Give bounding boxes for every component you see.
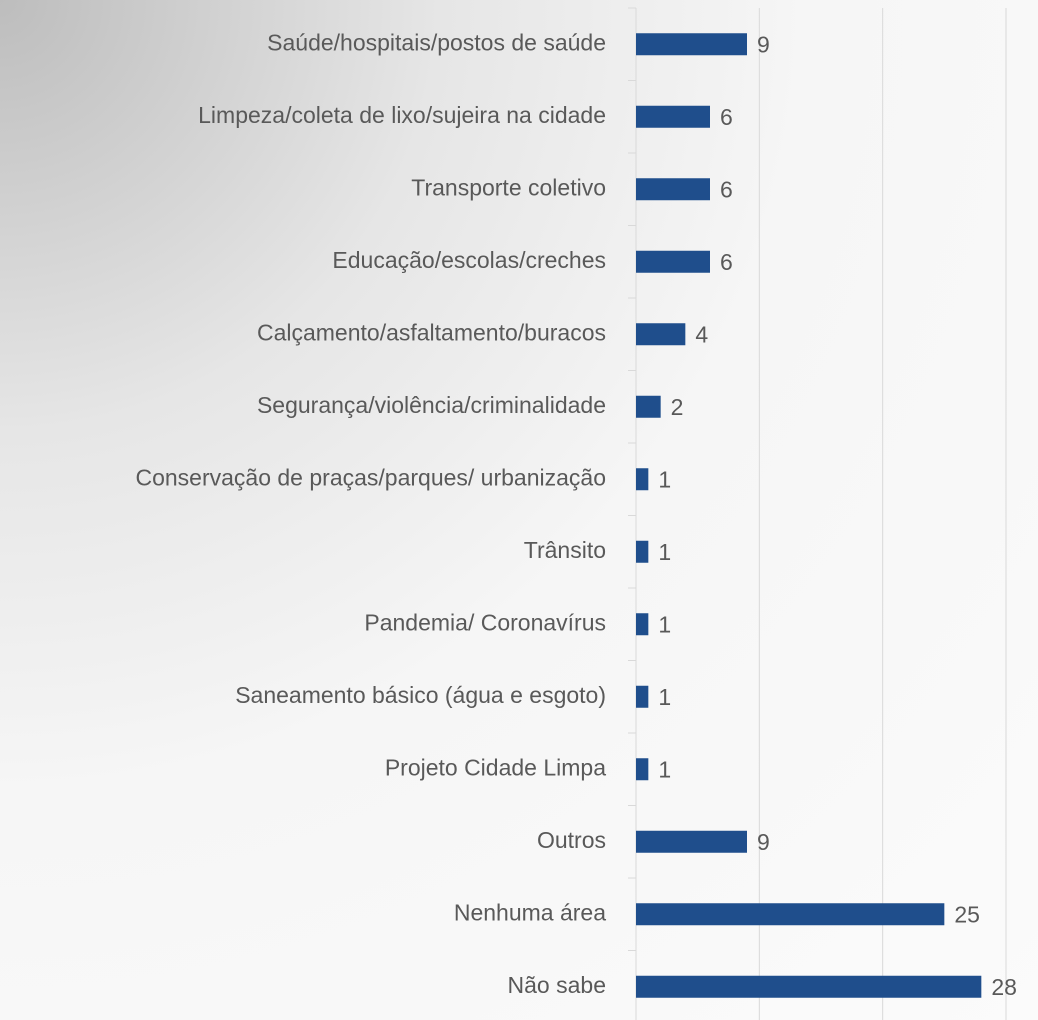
data-label: 6 — [720, 176, 733, 202]
bar — [636, 830, 747, 853]
bar — [636, 105, 710, 128]
bar — [636, 468, 649, 491]
y-tick-label: Projeto Cidade Limpa — [385, 754, 606, 780]
y-tick-label: Saúde/hospitais/postos de saúde — [267, 29, 606, 55]
y-tick-label: Saneamento básico (água e esgoto) — [235, 682, 606, 708]
y-tick-label: Calçamento/asfaltamento/buracos — [257, 319, 606, 345]
y-tick-label: Limpeza/coleta de lixo/sujeira na cidade — [198, 102, 606, 128]
bar — [636, 685, 649, 708]
data-label: 2 — [671, 394, 684, 420]
bar — [636, 33, 747, 56]
y-tick-label: Nenhuma área — [454, 899, 606, 925]
data-label: 9 — [757, 829, 770, 855]
bar — [636, 975, 982, 998]
bar — [636, 323, 686, 346]
data-label: 28 — [991, 974, 1017, 1000]
data-label: 6 — [720, 104, 733, 130]
y-tick-label: Transporte coletivo — [411, 174, 606, 200]
bar — [636, 178, 710, 201]
y-tick-label: Educação/escolas/creches — [332, 247, 606, 273]
data-label: 9 — [757, 31, 770, 57]
data-label: 25 — [954, 901, 980, 927]
y-tick-label: Trânsito — [524, 537, 606, 563]
bar — [636, 395, 661, 418]
data-label: 1 — [658, 756, 671, 782]
bar — [636, 903, 945, 926]
bar — [636, 758, 649, 781]
y-tick-label: Não sabe — [508, 972, 606, 998]
data-label: 6 — [720, 249, 733, 275]
data-label: 4 — [695, 321, 708, 347]
bar — [636, 250, 710, 273]
y-tick-label: Conservação de praças/parques/ urbanizaç… — [135, 464, 606, 490]
y-tick-label: Pandemia/ Coronavírus — [364, 609, 606, 635]
data-label: 1 — [658, 539, 671, 565]
bar — [636, 540, 649, 563]
data-label: 1 — [658, 684, 671, 710]
y-tick-label: Segurança/violência/criminalidade — [257, 392, 606, 418]
bar — [636, 613, 649, 636]
data-label: 1 — [658, 466, 671, 492]
y-tick-label: Outros — [537, 827, 606, 853]
data-label: 1 — [658, 611, 671, 637]
